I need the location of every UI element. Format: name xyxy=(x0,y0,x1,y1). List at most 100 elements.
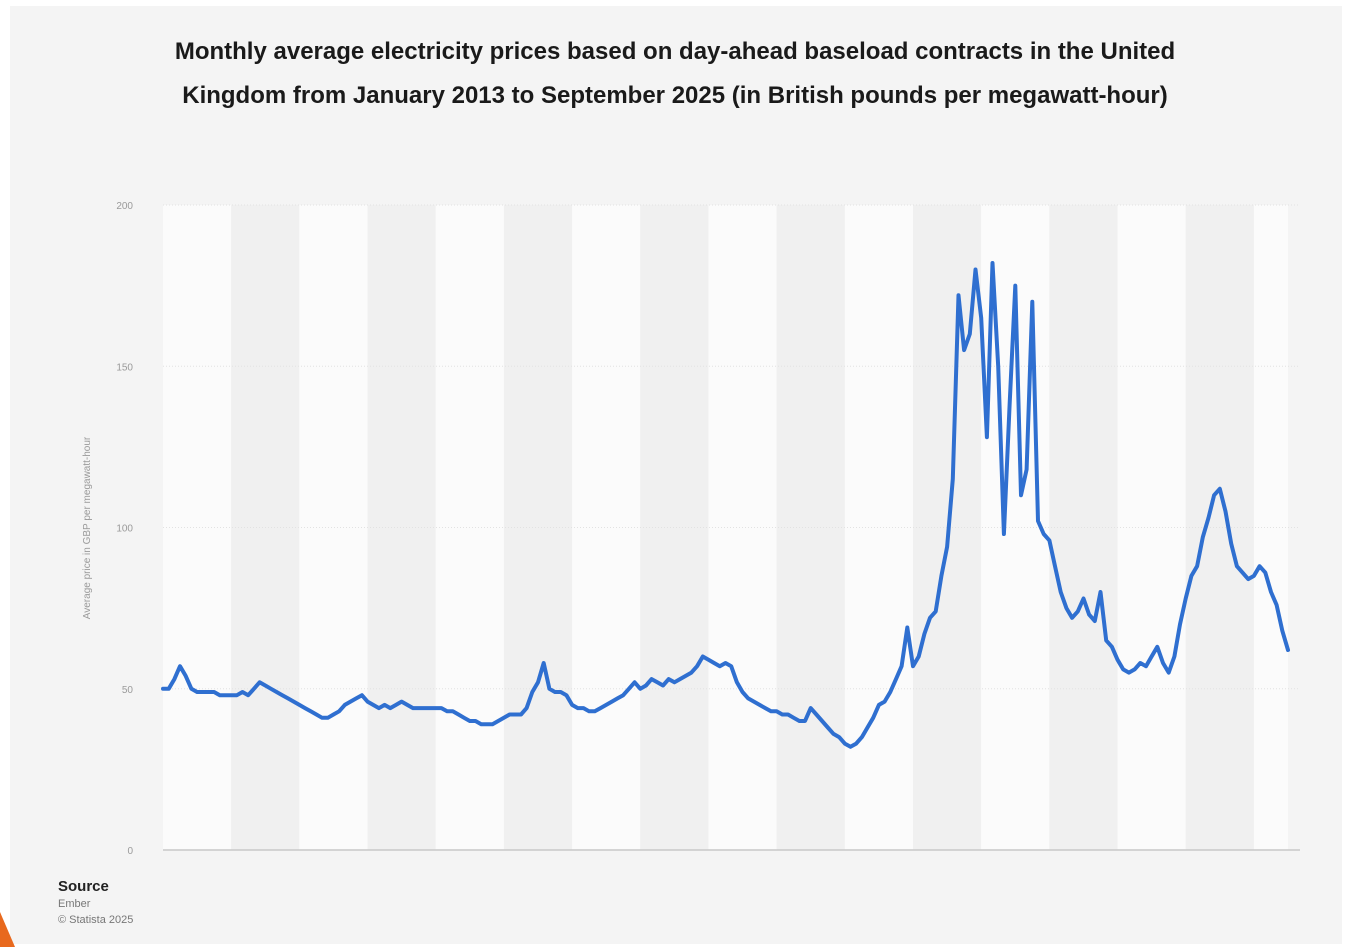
data-point[interactable] xyxy=(603,702,609,708)
data-point[interactable] xyxy=(529,689,535,695)
data-point[interactable] xyxy=(581,705,587,711)
data-point[interactable] xyxy=(370,702,376,708)
data-point[interactable] xyxy=(228,692,234,698)
data-point[interactable] xyxy=(268,686,274,692)
data-point[interactable] xyxy=(791,715,797,721)
data-point[interactable] xyxy=(632,679,638,685)
data-point[interactable] xyxy=(598,705,604,711)
data-point[interactable] xyxy=(1063,605,1069,611)
data-point[interactable] xyxy=(541,660,547,666)
data-point[interactable] xyxy=(348,699,354,705)
data-point[interactable] xyxy=(944,544,950,550)
data-point[interactable] xyxy=(740,689,746,695)
data-point[interactable] xyxy=(683,673,689,679)
data-point[interactable] xyxy=(1188,573,1194,579)
data-point[interactable] xyxy=(188,686,194,692)
data-point[interactable] xyxy=(654,679,660,685)
data-point[interactable] xyxy=(569,702,575,708)
data-point[interactable] xyxy=(336,708,342,714)
data-point[interactable] xyxy=(921,631,927,637)
data-point[interactable] xyxy=(416,705,422,711)
data-point[interactable] xyxy=(512,712,518,718)
data-point[interactable] xyxy=(546,686,552,692)
data-point[interactable] xyxy=(183,673,189,679)
data-point[interactable] xyxy=(882,699,888,705)
data-point[interactable] xyxy=(194,689,200,695)
data-point[interactable] xyxy=(1211,492,1217,498)
data-point[interactable] xyxy=(1035,518,1041,524)
data-point[interactable] xyxy=(967,331,973,337)
data-point[interactable] xyxy=(393,702,399,708)
data-point[interactable] xyxy=(1098,589,1104,595)
data-point[interactable] xyxy=(978,315,984,321)
data-point[interactable] xyxy=(904,625,910,631)
data-point[interactable] xyxy=(1046,537,1052,543)
data-point[interactable] xyxy=(1240,570,1246,576)
data-point[interactable] xyxy=(1137,660,1143,666)
data-point[interactable] xyxy=(382,702,388,708)
data-point[interactable] xyxy=(910,663,916,669)
data-point[interactable] xyxy=(456,712,462,718)
data-point[interactable] xyxy=(1245,576,1251,582)
data-point[interactable] xyxy=(240,689,246,695)
data-point[interactable] xyxy=(1160,660,1166,666)
data-point[interactable] xyxy=(177,663,183,669)
data-point[interactable] xyxy=(467,718,473,724)
data-point[interactable] xyxy=(1262,570,1268,576)
data-point[interactable] xyxy=(342,702,348,708)
data-point[interactable] xyxy=(757,702,763,708)
data-point[interactable] xyxy=(223,692,229,698)
data-point[interactable] xyxy=(1103,637,1109,643)
data-point[interactable] xyxy=(1109,644,1115,650)
data-point[interactable] xyxy=(171,676,177,682)
data-point[interactable] xyxy=(251,686,257,692)
data-point[interactable] xyxy=(802,718,808,724)
data-point[interactable] xyxy=(734,679,740,685)
data-point[interactable] xyxy=(677,676,683,682)
data-point[interactable] xyxy=(666,676,672,682)
data-point[interactable] xyxy=(1115,657,1121,663)
data-point[interactable] xyxy=(1285,647,1291,653)
data-point[interactable] xyxy=(410,705,416,711)
data-point[interactable] xyxy=(1058,589,1064,595)
data-point[interactable] xyxy=(768,708,774,714)
data-point[interactable] xyxy=(620,692,626,698)
data-point[interactable] xyxy=(1200,534,1206,540)
data-point[interactable] xyxy=(1217,486,1223,492)
data-point[interactable] xyxy=(893,676,899,682)
data-point[interactable] xyxy=(302,705,308,711)
data-point[interactable] xyxy=(711,660,717,666)
data-point[interactable] xyxy=(563,692,569,698)
data-point[interactable] xyxy=(813,712,819,718)
data-point[interactable] xyxy=(1012,283,1018,289)
data-point[interactable] xyxy=(1143,663,1149,669)
data-point[interactable] xyxy=(427,705,433,711)
data-point[interactable] xyxy=(950,476,956,482)
data-point[interactable] xyxy=(1149,654,1155,660)
data-point[interactable] xyxy=(478,721,484,727)
data-point[interactable] xyxy=(1126,670,1132,676)
data-point[interactable] xyxy=(319,715,325,721)
data-point[interactable] xyxy=(649,676,655,682)
data-point[interactable] xyxy=(1194,563,1200,569)
data-point[interactable] xyxy=(1154,644,1160,650)
data-point[interactable] xyxy=(876,702,882,708)
data-point[interactable] xyxy=(745,695,751,701)
data-point[interactable] xyxy=(785,712,791,718)
data-point[interactable] xyxy=(643,683,649,689)
data-point[interactable] xyxy=(592,708,598,714)
data-point[interactable] xyxy=(257,679,263,685)
data-point[interactable] xyxy=(495,718,501,724)
data-point[interactable] xyxy=(1081,596,1087,602)
data-point[interactable] xyxy=(501,715,507,721)
data-point[interactable] xyxy=(359,692,365,698)
data-point[interactable] xyxy=(1029,299,1035,305)
data-point[interactable] xyxy=(387,705,393,711)
data-point[interactable] xyxy=(353,695,359,701)
data-point[interactable] xyxy=(1132,666,1138,672)
data-point[interactable] xyxy=(796,718,802,724)
data-point[interactable] xyxy=(444,708,450,714)
data-point[interactable] xyxy=(688,670,694,676)
data-point[interactable] xyxy=(1018,492,1024,498)
data-point[interactable] xyxy=(1120,666,1126,672)
